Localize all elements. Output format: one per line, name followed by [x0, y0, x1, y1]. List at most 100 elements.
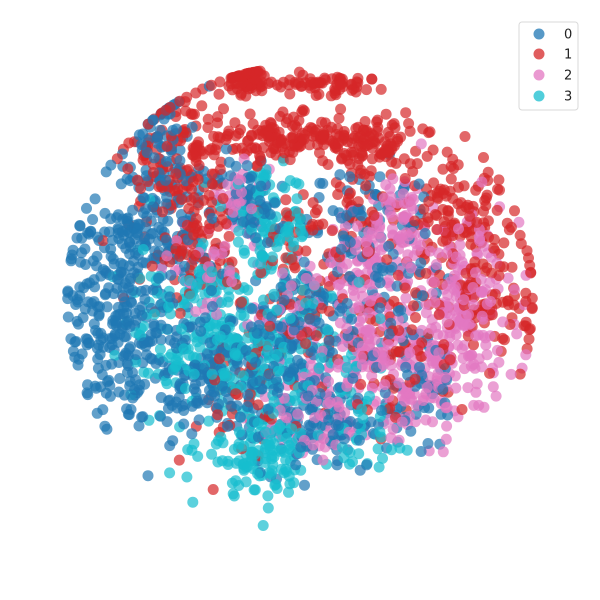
scatter-point-series-1 [356, 149, 368, 161]
scatter-point-series-1 [181, 219, 193, 231]
scatter-point-series-3 [265, 468, 277, 480]
scatter-point-series-3 [313, 363, 325, 374]
scatter-point-series-0 [117, 259, 129, 271]
scatter-point-series-1 [187, 149, 199, 161]
scatter-point-series-1 [176, 194, 188, 205]
scatter-point-series-2 [421, 381, 433, 393]
scatter-point-series-1 [251, 160, 263, 172]
scatter-point-series-1 [305, 76, 317, 88]
scatter-point-series-1 [399, 173, 411, 184]
scatter-point-series-3 [164, 467, 176, 479]
scatter-point-series-1 [289, 119, 301, 131]
scatter-point-series-0 [178, 260, 190, 272]
scatter-point-series-2 [405, 262, 417, 274]
scatter-point-series-1 [423, 196, 435, 207]
scatter-point-series-0 [82, 389, 94, 401]
scatter-point-series-1 [460, 267, 472, 279]
scatter-point-series-0 [258, 203, 270, 215]
scatter-point-series-0 [106, 358, 118, 370]
scatter-point-series-1 [506, 261, 518, 273]
scatter-point-series-1 [438, 339, 450, 351]
scatter-point-series-1 [350, 123, 362, 134]
scatter-point-series-0 [155, 410, 166, 422]
scatter-point-series-0 [374, 277, 386, 289]
scatter-point-series-0 [91, 250, 103, 262]
scatter-point-series-0 [292, 354, 304, 366]
scatter-point-series-1 [265, 117, 276, 128]
scatter-point-series-3 [268, 288, 280, 300]
legend-marker-1 [533, 48, 545, 60]
scatter-point-series-0 [74, 220, 86, 232]
scatter-point-series-0 [270, 374, 282, 386]
scatter-point-series-0 [85, 225, 97, 237]
scatter-point-series-2 [396, 416, 408, 428]
scatter-point-series-1 [453, 181, 464, 193]
scatter-point-series-1 [217, 193, 229, 204]
scatter-point-series-0 [295, 441, 307, 453]
scatter-point-series-0 [142, 470, 154, 482]
scatter-point-series-2 [505, 368, 517, 380]
scatter-point-series-0 [62, 311, 74, 323]
scatter-point-series-0 [111, 273, 123, 285]
scatter-point-series-0 [141, 147, 153, 158]
scatter-point-series-1 [333, 112, 345, 124]
scatter-point-series-2 [448, 270, 460, 282]
scatter-point-series-0 [128, 267, 140, 279]
scatter-point-series-1 [173, 454, 185, 466]
scatter-point-series-1 [410, 312, 421, 323]
scatter-point-series-1 [342, 192, 354, 204]
scatter-point-series-1 [318, 127, 330, 139]
scatter-point-series-2 [236, 186, 247, 198]
scatter-point-series-1 [488, 242, 499, 254]
scatter-point-series-0 [206, 213, 218, 224]
scatter-point-series-0 [100, 387, 112, 399]
scatter-point-series-0 [234, 411, 246, 423]
scatter-point-series-3 [183, 275, 195, 286]
scatter-point-series-1 [525, 266, 537, 278]
scatter-point-series-0 [269, 197, 281, 209]
scatter-point-series-1 [361, 140, 373, 151]
scatter-point-series-0 [278, 294, 290, 306]
scatter-point-series-0 [374, 171, 386, 183]
scatter-point-series-3 [283, 486, 294, 498]
scatter-point-series-1 [390, 345, 402, 357]
scatter-point-series-2 [426, 288, 438, 299]
scatter-point-series-0 [136, 411, 148, 423]
scatter-point-series-1 [491, 204, 503, 216]
scatter-point-series-0 [241, 160, 253, 172]
scatter-point-series-0 [298, 256, 310, 268]
scatter-point-series-0 [160, 156, 172, 167]
scatter-point-series-0 [323, 335, 335, 347]
scatter-point-series-3 [213, 435, 224, 447]
scatter-point-series-0 [422, 438, 434, 449]
scatter-point-series-3 [364, 390, 375, 402]
scatter-point-series-0 [347, 372, 359, 384]
scatter-point-series-3 [257, 520, 269, 531]
scatter-point-series-3 [284, 175, 296, 187]
scatter-point-series-1 [286, 254, 298, 265]
scatter-point-series-0 [220, 143, 232, 155]
scatter-point-series-1 [164, 101, 176, 113]
scatter-point-series-0 [146, 335, 158, 347]
scatter-point-series-3 [138, 320, 150, 332]
scatter-point-series-2 [441, 280, 453, 292]
scatter-point-series-3 [142, 367, 154, 379]
scatter-point-series-1 [481, 189, 493, 201]
scatter-point-series-1 [135, 183, 147, 194]
scatter-point-series-3 [307, 297, 319, 309]
scatter-point-series-0 [347, 206, 359, 218]
scatter-point-series-2 [222, 179, 234, 190]
scatter-point-series-2 [432, 367, 444, 379]
scatter-point-series-0 [248, 217, 260, 228]
scatter-point-series-0 [282, 370, 294, 382]
scatter-point-series-3 [262, 345, 273, 356]
scatter-point-series-1 [213, 353, 225, 365]
scatter-point-series-2 [393, 377, 405, 389]
scatter-point-series-3 [269, 479, 281, 491]
scatter-point-series-0 [154, 124, 166, 136]
scatter-point-series-1 [463, 203, 475, 214]
scatter-point-series-2 [323, 376, 334, 387]
scatter-point-series-2 [226, 276, 238, 288]
scatter-point-series-1 [196, 100, 208, 112]
scatter-point-series-1 [208, 130, 220, 142]
